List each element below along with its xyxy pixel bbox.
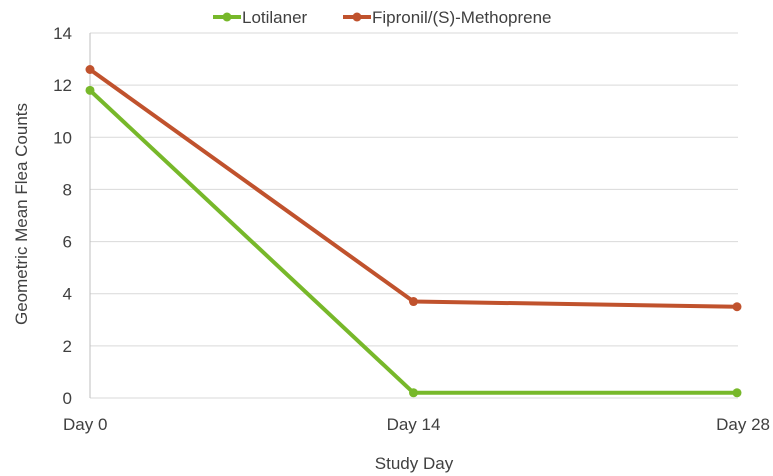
y-tick-labels: 0 2 4 6 8 10 12 14 xyxy=(53,24,72,408)
legend-swatch-marker xyxy=(222,12,232,22)
legend-swatch-marker xyxy=(352,12,362,22)
legend: Lotilaner Fipronil/(S)-Methoprene xyxy=(213,8,552,27)
series xyxy=(85,65,742,398)
data-point xyxy=(85,65,95,74)
data-point xyxy=(85,85,95,95)
y-tick-label: 0 xyxy=(63,389,72,408)
series-line-2 xyxy=(88,67,739,309)
y-axis-title: Geometric Mean Flea Counts xyxy=(12,103,31,325)
x-tick-label: Day 0 xyxy=(63,415,107,434)
data-point xyxy=(409,388,418,398)
x-axis-title: Study Day xyxy=(375,454,454,473)
y-tick-label: 2 xyxy=(63,337,72,356)
x-tick-label: Day 14 xyxy=(387,415,441,434)
data-point xyxy=(409,297,418,307)
y-tick-label: 10 xyxy=(53,128,72,147)
y-tick-label: 6 xyxy=(63,233,72,252)
y-tick-label: 4 xyxy=(63,285,72,304)
data-point xyxy=(732,388,742,398)
legend-label: Lotilaner xyxy=(242,8,308,27)
data-point xyxy=(732,302,742,312)
legend-label: Fipronil/(S)-Methoprene xyxy=(372,8,552,27)
gridlines xyxy=(90,32,738,399)
y-tick-label: 12 xyxy=(53,76,72,95)
x-tick-label: Day 28 xyxy=(716,415,770,434)
x-tick-labels: Day 0 Day 14 Day 28 xyxy=(63,415,770,434)
y-tick-label: 8 xyxy=(63,180,72,199)
y-tick-label: 14 xyxy=(53,24,72,43)
